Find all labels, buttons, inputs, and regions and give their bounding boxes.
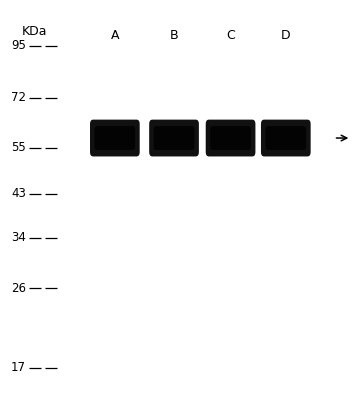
FancyBboxPatch shape xyxy=(261,120,311,156)
FancyBboxPatch shape xyxy=(154,126,195,150)
Text: KDa: KDa xyxy=(22,25,47,38)
FancyBboxPatch shape xyxy=(90,120,140,156)
Text: 95: 95 xyxy=(11,39,26,52)
Text: 17: 17 xyxy=(11,361,26,374)
FancyBboxPatch shape xyxy=(206,120,256,156)
Text: 43: 43 xyxy=(11,188,26,200)
FancyBboxPatch shape xyxy=(95,126,135,150)
Text: A: A xyxy=(110,29,119,42)
FancyBboxPatch shape xyxy=(265,126,306,150)
Text: 55: 55 xyxy=(11,142,26,154)
Text: 34: 34 xyxy=(11,232,26,244)
FancyBboxPatch shape xyxy=(210,126,251,150)
Text: C: C xyxy=(226,29,235,42)
Text: D: D xyxy=(281,29,291,42)
Text: 26: 26 xyxy=(11,282,26,294)
FancyBboxPatch shape xyxy=(149,120,199,156)
Text: 72: 72 xyxy=(11,91,26,104)
Text: B: B xyxy=(170,29,178,42)
